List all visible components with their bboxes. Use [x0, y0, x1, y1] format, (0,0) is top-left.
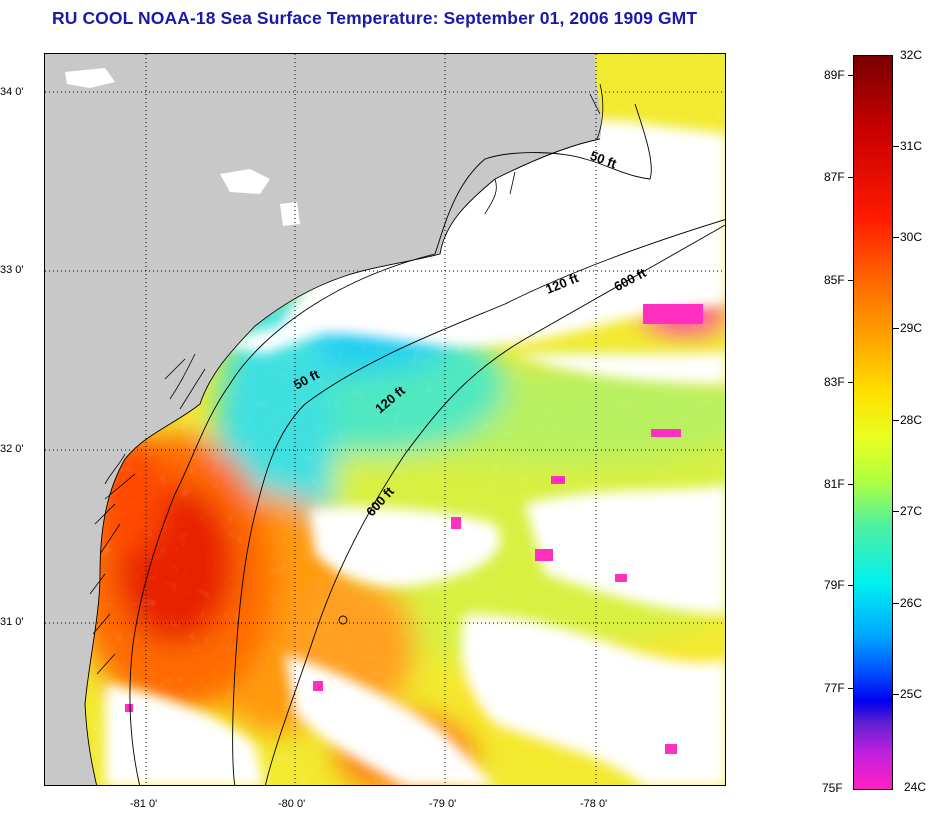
colorbar-label-85f: 85F — [824, 273, 845, 287]
lat-label-32: 32 0' — [0, 443, 24, 455]
graticule — [45, 54, 725, 785]
coastal-creeks — [89, 83, 604, 675]
sst-map[interactable]: 50 ft 120 ft 600 ft 50 ft 120 ft 600 ft — [44, 53, 726, 786]
colorbar-label-31c: 31C — [900, 139, 923, 153]
lat-label-34: 34 0' — [0, 86, 24, 98]
colorbar-label-25c: 25C — [900, 687, 923, 701]
land-mass — [45, 54, 602, 785]
colorbar-label-30c: 30C — [900, 230, 923, 244]
colorbar-label-89f: 89F — [824, 68, 845, 82]
colorbar-label-87f: 87F — [824, 170, 845, 184]
lon-label-81: -81 0' — [130, 798, 158, 810]
lon-label-78: -78 0' — [580, 798, 608, 810]
colorbar-label-77f: 77F — [824, 681, 845, 695]
colorbar-label-83f: 83F — [824, 375, 845, 389]
colorbar-label-24c: 24C — [904, 780, 927, 794]
map-title: RU COOL NOAA-18 Sea Surface Temperature:… — [52, 8, 698, 28]
colorbar-label-26c: 26C — [900, 596, 923, 610]
colorbar-label-32c: 32C — [900, 48, 923, 62]
colorbar-label-27c: 27C — [900, 504, 923, 518]
colorbar-label-75f: 75F — [822, 781, 843, 795]
isobath-lines — [84, 103, 725, 785]
sst-map-canvas — [45, 54, 725, 785]
colorbar-label-81f: 81F — [824, 477, 845, 491]
colorbar-label-28c: 28C — [900, 413, 923, 427]
lon-label-79: -79 0' — [429, 798, 457, 810]
colorbar-label-79f: 79F — [824, 578, 845, 592]
lat-label-33: 33 0' — [0, 264, 24, 276]
lat-label-31: 31 0' — [0, 616, 24, 628]
inland-clouds — [65, 68, 300, 226]
temperature-colorbar — [853, 55, 893, 790]
colorbar-label-29c: 29C — [900, 321, 923, 335]
lon-label-80: -80 0' — [278, 798, 306, 810]
